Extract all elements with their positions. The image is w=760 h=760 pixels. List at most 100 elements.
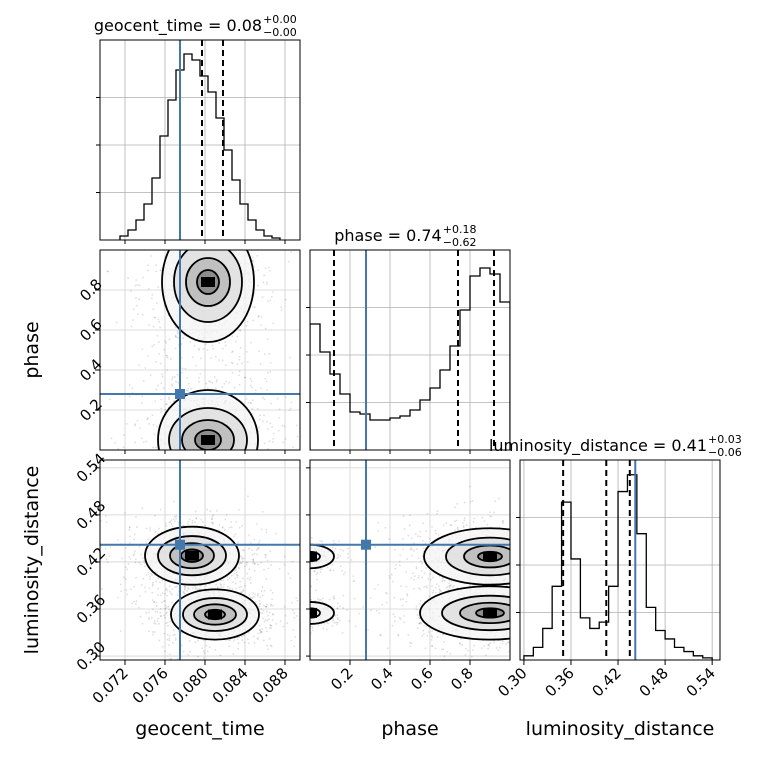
sample-point bbox=[156, 620, 159, 622]
sample-point bbox=[513, 626, 515, 628]
sample-point bbox=[397, 633, 399, 636]
sample-point bbox=[227, 231, 229, 233]
sample-point bbox=[513, 601, 515, 603]
sample-point bbox=[187, 493, 189, 495]
x-tick-label: 0.072 bbox=[89, 664, 132, 707]
sample-point bbox=[114, 441, 117, 444]
sample-point bbox=[256, 254, 259, 257]
sample-point bbox=[175, 380, 177, 383]
sample-point bbox=[524, 626, 526, 628]
x-tick-label: 0.4 bbox=[367, 664, 397, 694]
sample-point bbox=[166, 354, 168, 357]
sample-point bbox=[392, 580, 394, 583]
sample-point bbox=[256, 523, 258, 525]
contour-line bbox=[194, 429, 222, 450]
sample-point bbox=[275, 610, 277, 612]
sample-point bbox=[165, 354, 168, 357]
sample-point bbox=[129, 535, 131, 538]
sample-point bbox=[249, 596, 252, 599]
sample-point bbox=[427, 595, 430, 598]
sample-point bbox=[231, 351, 233, 354]
sample-point bbox=[434, 591, 437, 594]
sample-point bbox=[290, 621, 292, 623]
sample-point bbox=[181, 451, 183, 453]
sample-point bbox=[256, 547, 259, 550]
sample-point bbox=[619, 584, 621, 586]
sample-point bbox=[534, 572, 536, 574]
sample-point bbox=[525, 602, 527, 604]
sample-point bbox=[327, 622, 330, 625]
sample-point bbox=[175, 585, 178, 588]
sample-point bbox=[531, 558, 533, 560]
sample-point bbox=[452, 584, 455, 587]
sample-point bbox=[265, 610, 268, 613]
sample-point bbox=[369, 597, 372, 600]
x-axis-label-phase: phase bbox=[381, 718, 438, 740]
sample-point bbox=[131, 602, 134, 605]
sample-point bbox=[188, 518, 191, 521]
sample-point bbox=[129, 526, 131, 529]
sample-point bbox=[140, 553, 142, 556]
sample-point bbox=[226, 665, 228, 667]
sample-point bbox=[122, 446, 125, 449]
sample-point bbox=[552, 542, 554, 544]
sample-point bbox=[511, 583, 513, 585]
sample-point bbox=[201, 242, 203, 244]
sample-point bbox=[333, 597, 336, 600]
sample-point bbox=[269, 627, 271, 630]
sample-point bbox=[211, 206, 213, 208]
sample-point bbox=[393, 615, 396, 618]
sample-point bbox=[129, 558, 132, 560]
sample-point bbox=[595, 605, 597, 607]
sample-point bbox=[549, 631, 551, 633]
sample-point bbox=[158, 352, 161, 355]
sample-point bbox=[544, 546, 546, 548]
contour-line bbox=[204, 608, 226, 621]
sample-point bbox=[323, 632, 325, 634]
sample-point bbox=[279, 620, 282, 623]
sample-point bbox=[583, 610, 585, 612]
sample-point bbox=[517, 553, 519, 555]
sample-point bbox=[104, 514, 107, 517]
sample-point bbox=[277, 614, 279, 616]
sample-point bbox=[263, 414, 265, 417]
sample-point bbox=[545, 571, 547, 573]
sample-point bbox=[600, 570, 602, 572]
sample-point bbox=[614, 605, 616, 607]
sample-point bbox=[472, 648, 474, 651]
sample-point bbox=[265, 281, 268, 284]
sample-point bbox=[164, 608, 166, 610]
sample-point bbox=[308, 547, 310, 549]
sample-point bbox=[284, 614, 287, 617]
sample-point bbox=[528, 574, 530, 576]
sample-point bbox=[199, 496, 201, 498]
sample-point bbox=[339, 555, 342, 557]
sample-point bbox=[306, 551, 308, 553]
sample-point bbox=[262, 609, 265, 612]
sample-point bbox=[601, 547, 603, 549]
sample-point bbox=[402, 515, 405, 517]
sample-point bbox=[165, 521, 167, 523]
sample-point bbox=[241, 560, 244, 563]
sample-point bbox=[302, 601, 304, 603]
sample-point bbox=[413, 587, 415, 590]
sample-point bbox=[513, 606, 515, 608]
sample-point bbox=[527, 551, 529, 553]
sample-point bbox=[450, 524, 453, 527]
sample-point bbox=[386, 647, 389, 650]
sample-point bbox=[233, 572, 236, 575]
sample-point bbox=[147, 472, 149, 474]
sample-point bbox=[145, 542, 148, 544]
histogram-geocent_time bbox=[119, 53, 281, 240]
sample-point bbox=[257, 284, 259, 287]
sample-point bbox=[415, 567, 418, 570]
sample-point bbox=[168, 639, 171, 642]
sample-point bbox=[303, 607, 305, 609]
sample-point bbox=[362, 606, 365, 608]
sample-point bbox=[535, 559, 537, 561]
sample-point bbox=[442, 577, 444, 579]
sample-point bbox=[297, 550, 299, 552]
sample-point bbox=[302, 614, 304, 616]
sample-point bbox=[406, 593, 409, 595]
sample-point bbox=[238, 358, 241, 361]
